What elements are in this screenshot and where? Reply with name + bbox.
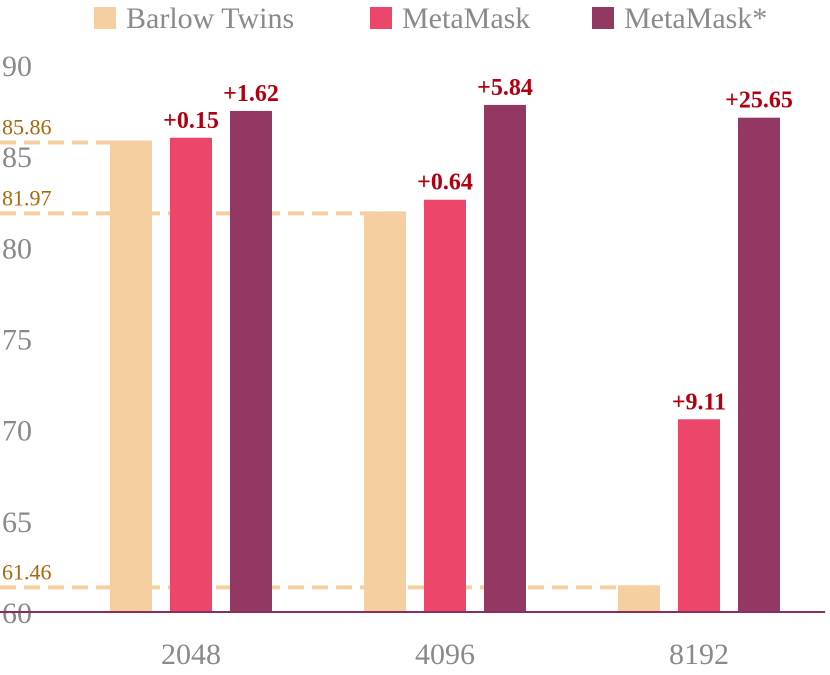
delta-labels: +0.15+1.62 +0.64 +5.84 +9.11 +25.65 [163,75,793,415]
bar [110,140,152,612]
y-tick-label: 65 [2,506,32,539]
delta-label: +1.62 [223,81,279,107]
legend-label-metamask-star: MetaMask* [624,2,767,35]
bar [170,137,212,612]
legend-swatch-metamask [370,7,392,29]
y-tick-label: 85 [2,141,32,174]
delta-label: +0.15 [163,108,219,134]
bar [618,585,660,612]
reference-label: 85.86 [2,114,52,139]
bar [738,117,780,612]
bars [110,104,780,613]
x-tick-label: 2048 [161,638,221,671]
legend-swatch-metamask-star [592,7,614,29]
x-axis-ticks: 2048 4096 8192 [161,638,729,671]
y-tick-label: 90 [2,50,32,83]
legend: Barlow Twins MetaMask MetaMask* [94,2,767,35]
y-tick-label: 60 [2,597,32,630]
bar [678,419,720,612]
delta-label: +25.65 [725,88,793,114]
reference-label: 81.97 [2,185,52,210]
bar [364,211,406,612]
bar [230,110,272,612]
y-tick-label: 70 [2,415,32,448]
legend-swatch-barlow-twins [94,7,116,29]
delta-label: +0.64 [417,170,473,196]
reference-lines: 85.86 81.97 61.46 [0,114,660,590]
reference-label: 61.46 [2,559,52,584]
delta-label: +9.11 [672,389,726,415]
bar [484,104,526,612]
bar [424,199,466,613]
y-tick-label: 80 [2,232,32,265]
x-tick-label: 4096 [415,638,475,671]
legend-label-metamask: MetaMask [402,2,530,35]
y-axis-ticks: 60 65 70 75 80 85 90 [2,50,32,630]
y-tick-label: 75 [2,324,32,357]
x-tick-label: 8192 [669,638,729,671]
delta-label: +5.84 [477,75,533,101]
legend-label-barlow-twins: Barlow Twins [126,2,294,35]
